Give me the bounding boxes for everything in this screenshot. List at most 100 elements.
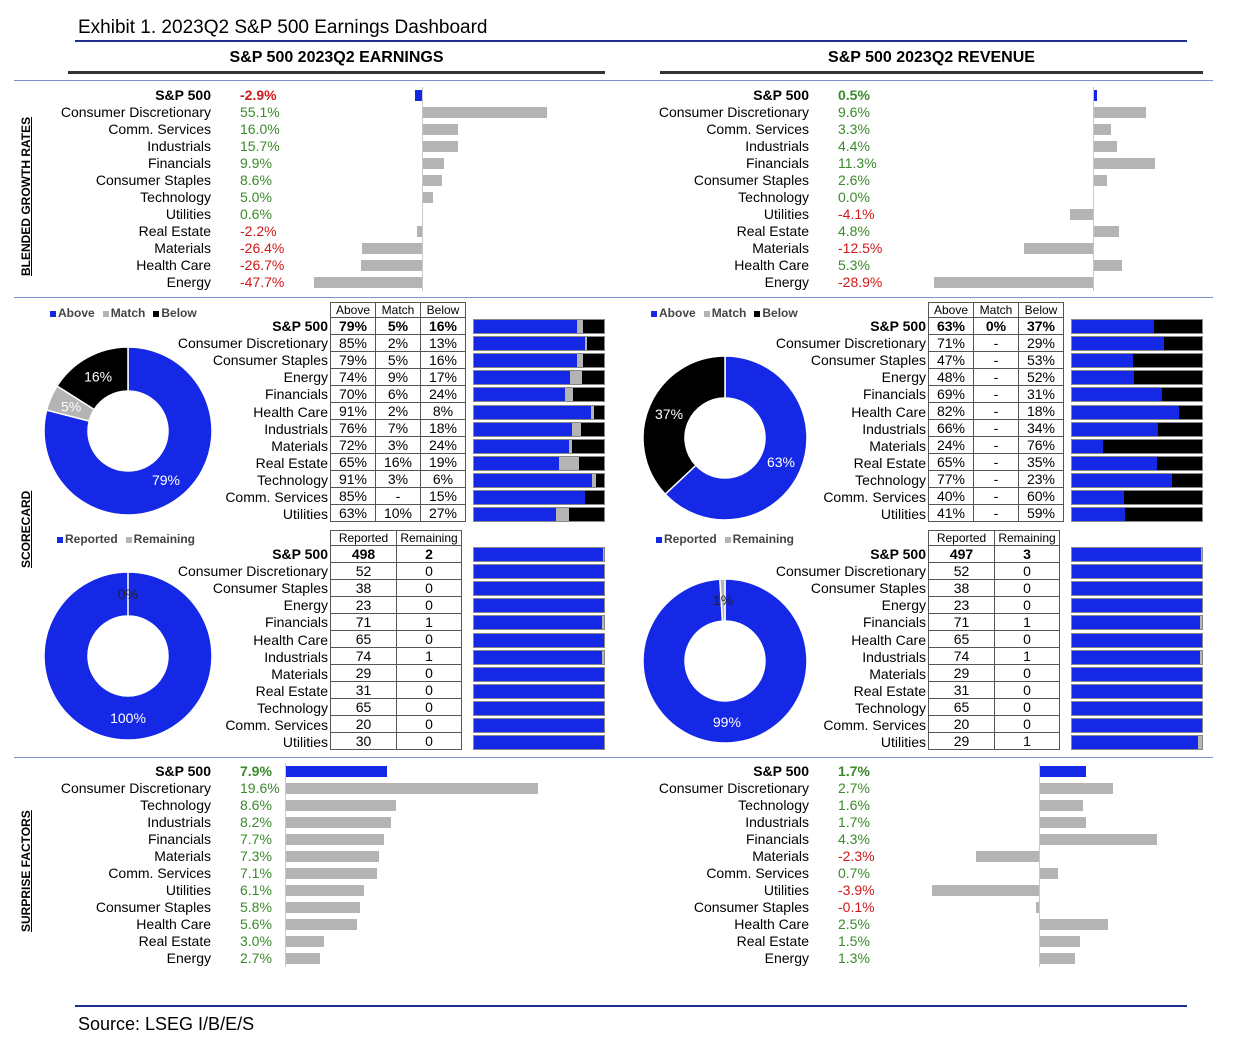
value-label: -28.9% [838,274,883,290]
legend-item: Match [703,306,746,320]
stacked-bar [1071,615,1203,631]
table-cell: 37% [1018,317,1064,335]
table-cell: 30 [330,732,397,750]
table-cell: 23 [330,596,397,614]
table-cell: 20 [928,715,995,733]
table-row: 23 0 [928,596,1060,614]
category-label: Real Estate [255,454,328,471]
donut-label: 99% [713,714,741,730]
bar-segment [1072,582,1202,596]
bar-segment [474,388,565,402]
zero-axis [1093,87,1094,291]
table-cell: 1 [396,647,462,665]
bar [1093,260,1123,271]
category-label: Materials [271,437,328,454]
stacked-bar [1071,421,1203,437]
table-cell: 16% [375,453,421,471]
bar [1039,868,1059,879]
table-cell: 31 [928,681,995,699]
donut-slice [664,355,808,521]
table-cell: 71% [928,334,974,352]
category-label: Financials [264,386,328,403]
stacked-bar [1071,490,1203,505]
bar-segment [474,320,577,333]
legend-item: Reported [656,532,717,546]
table-cell: 29% [1018,334,1064,352]
revenue-header-rule [660,71,1203,74]
bar [1039,800,1083,811]
table-cell: 0 [396,715,462,733]
bar-segment [474,736,604,750]
value-label: -12.5% [838,240,883,256]
table-cell: 74% [330,368,376,386]
category-label: Comm. Services [225,717,328,733]
category-label: Utilities [165,206,211,222]
stacked-bar [1071,718,1203,733]
stacked-bar [473,370,605,386]
category-label: Comm. Services [706,121,809,137]
value-label: 9.6% [838,104,870,120]
stacked-bar [473,598,605,614]
table-row: 52 0 [330,562,462,580]
bar-segment [1072,473,1173,487]
value-label: 8.6% [240,172,272,188]
value-label: 0.0% [838,189,870,205]
stacked-bar [1071,387,1203,403]
table-cell: 65 [330,698,397,716]
donut-label: 5% [61,398,81,414]
category-label: Materials [154,848,211,864]
bar-segment [474,667,604,681]
table-cell: 0 [994,579,1060,597]
table-cell: 19% [420,453,466,471]
stacked-bar [473,700,605,716]
stacked-bar [1071,404,1203,420]
bar [975,851,1039,862]
value-label: 5.6% [240,916,272,932]
stacked-bar [473,319,605,334]
stacked-bar [473,718,605,733]
category-label: Consumer Staples [95,172,211,188]
column-header: Match [375,302,421,318]
table-row: 71 1 [928,613,1060,631]
table-header-row: Above Match Below [330,302,466,318]
stacked-bar [473,353,605,369]
bar-segment [474,337,585,351]
category-label: Health Care [851,631,926,648]
category-label: Technology [738,189,809,205]
bar [1039,817,1086,828]
stacked-bar [1071,353,1203,369]
value-label: 9.9% [240,155,272,171]
table-cell: 7% [375,419,421,437]
value-label: 2.5% [838,916,870,932]
table-cell: 5% [375,317,421,335]
table-cell: 31 [330,681,397,699]
donut-label: 63% [767,454,795,470]
category-label: Materials [869,437,926,454]
bar-segment [584,491,604,504]
category-label: Health Care [734,257,809,273]
stacked-bar [1071,455,1203,471]
table-cell: 63% [928,317,974,335]
category-label: Consumer Staples [693,172,809,188]
donut-slice [43,346,213,516]
value-label: 2.7% [240,950,272,966]
legend-swatch [57,536,63,543]
category-label: Financials [745,155,809,171]
table-row: 65% 16% 19% [330,453,466,471]
value-label: 19.6% [240,780,280,796]
table-row: 31 0 [928,681,1060,699]
earnings-header-rule [68,71,605,74]
legend-item: Remaining [724,532,794,546]
table-cell: 71 [928,613,995,631]
bar-segment [1072,667,1202,681]
scorecard-table: Above Match Below 63% 0% 37% 71% -29% 47% -53% 48%… [928,302,1064,522]
value-label: 3.3% [838,121,870,137]
bar-segment [474,473,593,487]
table-row: 497 3 [928,545,1060,563]
table-cell: 0 [994,596,1060,614]
bar [1093,141,1118,152]
bar [285,766,387,777]
donut-slice [43,571,213,741]
stacked-bar [473,507,605,523]
table-cell: 65% [928,453,974,471]
